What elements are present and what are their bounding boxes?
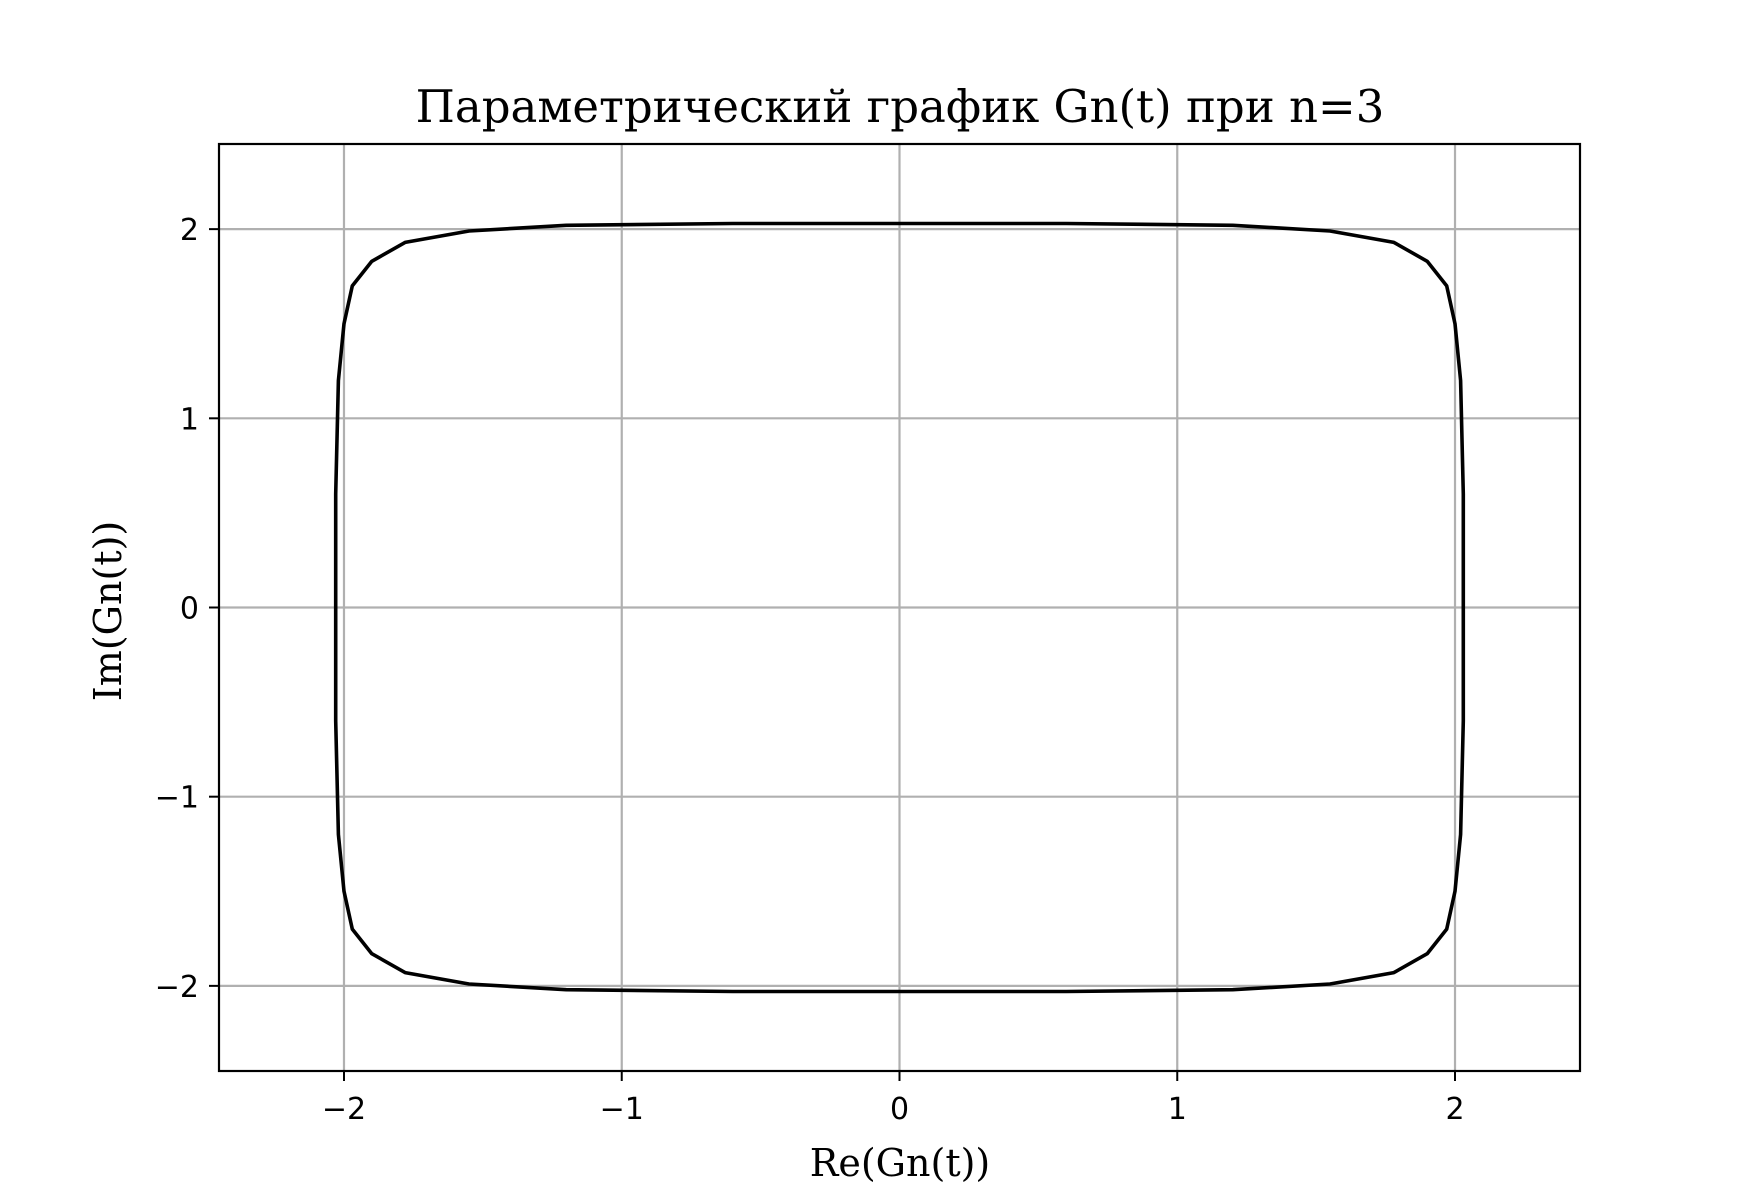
y-tick-label: 1 (180, 402, 199, 437)
y-tick-label: 2 (180, 213, 199, 248)
y-tick-label: −2 (155, 970, 199, 1005)
y-axis-label: Im(Gn(t)) (86, 521, 130, 701)
x-tick-label: 1 (1168, 1092, 1187, 1127)
y-tick-label: 0 (180, 592, 199, 627)
x-axis-ticks: −2 −1 0 1 2 (322, 1071, 1465, 1127)
y-axis-ticks: −2 −1 0 1 2 (155, 213, 219, 1005)
x-tick-label: −2 (322, 1092, 366, 1127)
x-tick-label: −1 (600, 1092, 644, 1127)
series-curve (333, 221, 1466, 994)
x-tick-label: 0 (890, 1092, 909, 1127)
x-axis-label: Re(Gn(t)) (810, 1141, 991, 1185)
chart-title: Параметрический график Gn(t) при n=3 (416, 80, 1385, 133)
y-tick-label: −1 (155, 781, 199, 816)
grid (219, 144, 1580, 1071)
x-tick-label: 2 (1445, 1092, 1464, 1127)
